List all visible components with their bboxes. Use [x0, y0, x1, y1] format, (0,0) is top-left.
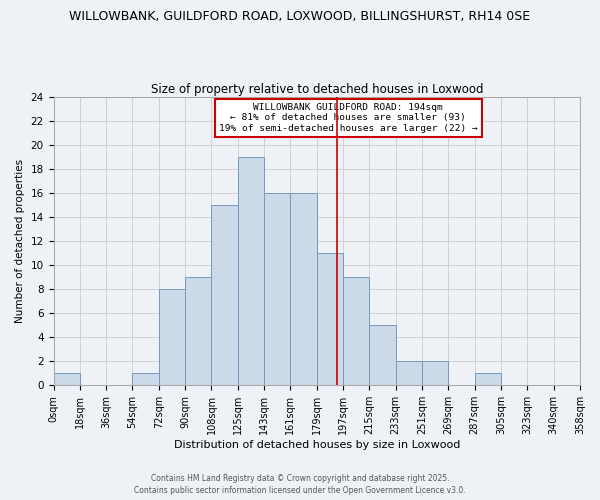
Bar	[370, 326, 396, 386]
Bar	[185, 278, 211, 386]
Bar	[317, 254, 343, 386]
Bar	[238, 157, 264, 386]
Bar	[53, 374, 80, 386]
Bar	[159, 290, 185, 386]
Text: Contains HM Land Registry data © Crown copyright and database right 2025.
Contai: Contains HM Land Registry data © Crown c…	[134, 474, 466, 495]
Bar	[475, 374, 501, 386]
Bar	[211, 205, 238, 386]
Text: WILLOWBANK, GUILDFORD ROAD, LOXWOOD, BILLINGSHURST, RH14 0SE: WILLOWBANK, GUILDFORD ROAD, LOXWOOD, BIL…	[70, 10, 530, 23]
Y-axis label: Number of detached properties: Number of detached properties	[15, 159, 25, 324]
Bar	[133, 374, 159, 386]
Bar	[264, 193, 290, 386]
X-axis label: Distribution of detached houses by size in Loxwood: Distribution of detached houses by size …	[173, 440, 460, 450]
Bar	[343, 278, 370, 386]
Title: Size of property relative to detached houses in Loxwood: Size of property relative to detached ho…	[151, 83, 483, 96]
Bar	[422, 362, 448, 386]
Bar	[396, 362, 422, 386]
Bar	[290, 193, 317, 386]
Text: WILLOWBANK GUILDFORD ROAD: 194sqm
← 81% of detached houses are smaller (93)
19% : WILLOWBANK GUILDFORD ROAD: 194sqm ← 81% …	[219, 103, 478, 132]
